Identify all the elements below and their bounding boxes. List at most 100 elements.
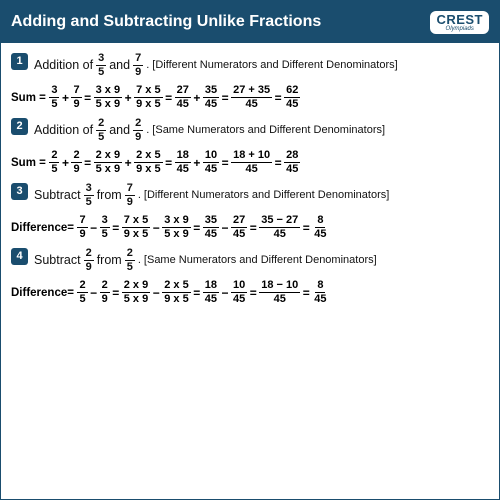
numerator: 2 xyxy=(125,248,135,261)
problem-block: 2Addition of25and29. [Same Numerators an… xyxy=(11,118,491,175)
numerator: 2 xyxy=(71,150,81,163)
problem-text: Subtract35from79. [Different Numerators … xyxy=(34,183,389,208)
denominator: 9 xyxy=(71,163,81,175)
numerator: 28 xyxy=(284,150,300,163)
numerator: 8 xyxy=(315,215,325,228)
operator: = xyxy=(112,221,119,235)
fraction: 79 xyxy=(77,215,87,240)
denominator: 45 xyxy=(203,98,219,110)
result-label: Difference= xyxy=(11,287,74,299)
mid-text: and xyxy=(109,57,130,75)
numerator: 7 xyxy=(133,53,143,66)
numerator: 27 + 35 xyxy=(231,85,272,98)
problem-text: Subtract29from25. [Same Numerators and D… xyxy=(34,248,377,273)
fraction: 25 xyxy=(49,150,59,175)
lead-text: Addition of xyxy=(34,57,93,75)
denominator: 45 xyxy=(312,293,328,305)
numerator: 3 xyxy=(49,85,59,98)
denominator: 45 xyxy=(175,163,191,175)
denominator: 9 xyxy=(133,66,143,78)
operator: = xyxy=(193,221,200,235)
denominator: 45 xyxy=(203,293,219,305)
denominator: 45 xyxy=(312,228,328,240)
denominator: 45 xyxy=(272,293,288,305)
page-title: Adding and Subtracting Unlike Fractions xyxy=(11,13,321,31)
problem-heading: 1 Addition of35and79. [Different Numerato… xyxy=(11,53,491,78)
denominator: 45 xyxy=(272,228,288,240)
fraction: 1045 xyxy=(231,280,247,305)
numerator: 3 x 9 xyxy=(162,215,190,228)
denominator: 9 xyxy=(133,131,143,143)
numerator: 3 xyxy=(84,183,94,196)
denominator: 9 x 5 xyxy=(134,163,162,175)
fraction: 1845 xyxy=(203,280,219,305)
numerator: 27 xyxy=(175,85,191,98)
equation-row: Difference=79−35=7 x 59 x 5−3 x 95 x 9=3… xyxy=(11,215,491,240)
denominator: 5 x 9 xyxy=(94,163,122,175)
fraction: 29 xyxy=(100,280,110,305)
denominator: 9 xyxy=(71,98,81,110)
operator: = xyxy=(84,91,91,105)
operator: = xyxy=(250,221,257,235)
denominator: 45 xyxy=(284,163,300,175)
document-frame: Adding and Subtracting Unlike Fractions … xyxy=(0,0,500,500)
problem-text: Addition of25and29. [Same Numerators and… xyxy=(34,118,385,143)
denominator: 45 xyxy=(203,228,219,240)
denominator: 5 xyxy=(84,196,94,208)
number-badge: 3 xyxy=(11,183,28,200)
denominator: 5 xyxy=(125,261,135,273)
fraction: 29 xyxy=(84,248,94,273)
numerator: 7 xyxy=(77,215,87,228)
denominator: 5 x 9 xyxy=(162,228,190,240)
operator: − xyxy=(221,221,228,235)
fraction: 35 xyxy=(49,85,59,110)
note-text: . [Different Numerators and Different De… xyxy=(146,58,398,73)
fraction: 7 x 59 x 5 xyxy=(134,85,162,110)
denominator: 5 xyxy=(49,163,59,175)
denominator: 5 xyxy=(96,131,106,143)
operator: − xyxy=(221,286,228,300)
numerator: 2 xyxy=(133,118,143,131)
operator: = xyxy=(275,91,282,105)
numerator: 2 xyxy=(49,150,59,163)
denominator: 45 xyxy=(231,228,247,240)
denominator: 5 x 9 xyxy=(122,293,150,305)
fraction: 2745 xyxy=(175,85,191,110)
fraction: 79 xyxy=(133,53,143,78)
denominator: 9 xyxy=(100,293,110,305)
fraction: 2745 xyxy=(231,215,247,240)
problem-block: 4Subtract29from25. [Same Numerators and … xyxy=(11,248,491,305)
fraction: 3 x 95 x 9 xyxy=(94,85,122,110)
fraction: 25 xyxy=(96,118,106,143)
number-badge: 1 xyxy=(11,53,28,70)
fraction: 29 xyxy=(71,150,81,175)
fraction: 2845 xyxy=(284,150,300,175)
numerator: 18 + 10 xyxy=(231,150,272,163)
numerator: 18 xyxy=(175,150,191,163)
fraction: 1045 xyxy=(203,150,219,175)
numerator: 18 xyxy=(203,280,219,293)
fraction: 25 xyxy=(125,248,135,273)
numerator: 7 xyxy=(125,183,135,196)
problem-heading: 3Subtract35from79. [Different Numerators… xyxy=(11,183,491,208)
logo-sub-text: Olympiads xyxy=(446,26,474,32)
fraction: 35 xyxy=(96,53,106,78)
numerator: 3 xyxy=(100,215,110,228)
problem-text: Addition of35and79. [Different Numerator… xyxy=(34,53,398,78)
denominator: 9 xyxy=(125,196,135,208)
header-bar: Adding and Subtracting Unlike Fractions … xyxy=(1,1,499,43)
operator: + xyxy=(193,156,200,170)
note-text: . [Same Numerators and Different Denomin… xyxy=(138,253,377,268)
fraction: 18 + 1045 xyxy=(231,150,272,175)
note-text: . [Same Numerators and Different Denomin… xyxy=(146,123,385,138)
denominator: 45 xyxy=(203,163,219,175)
lead-text: Subtract xyxy=(34,252,81,270)
numerator: 7 x 5 xyxy=(122,215,150,228)
denominator: 9 x 5 xyxy=(162,293,190,305)
denominator: 45 xyxy=(231,293,247,305)
fraction: 79 xyxy=(125,183,135,208)
operator: = xyxy=(303,221,310,235)
numerator: 62 xyxy=(284,85,300,98)
logo-main-text: CREST xyxy=(436,13,483,26)
operator: = xyxy=(165,156,172,170)
